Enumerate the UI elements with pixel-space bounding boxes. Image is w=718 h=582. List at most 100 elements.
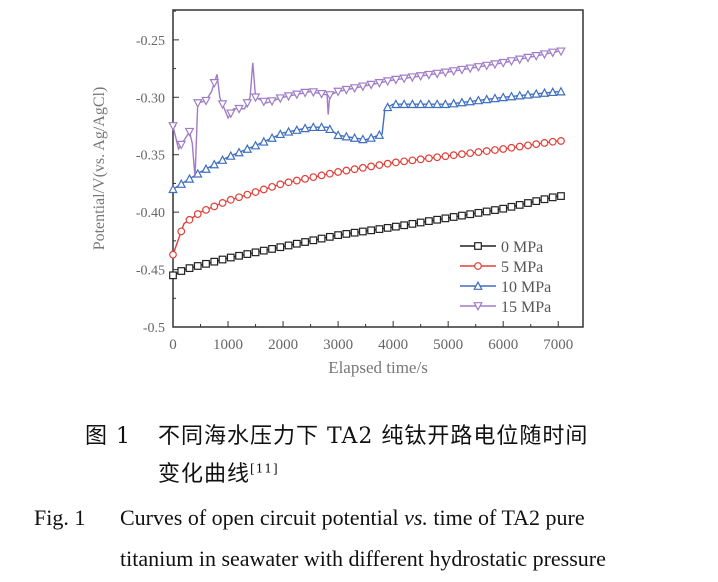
- series-10-mpa-point: [490, 93, 500, 103]
- series-0-mpa-point: [325, 232, 334, 241]
- series-15-mpa-point: [514, 55, 525, 65]
- x-tick-label: 0: [169, 337, 177, 353]
- series-5-mpa-point: [342, 166, 351, 175]
- series-0-mpa-point: [210, 257, 219, 266]
- x-tick-label: 4000: [378, 337, 408, 353]
- series-15-mpa-line: [172, 50, 559, 178]
- series-5-mpa-point: [400, 157, 409, 166]
- legend-marker: [473, 280, 483, 290]
- series-5-mpa-point: [515, 142, 524, 151]
- series-15-mpa-point: [531, 52, 542, 62]
- series-15-mpa-point: [556, 47, 566, 57]
- series-5-mpa-point: [350, 165, 359, 174]
- series-0-mpa-point: [367, 226, 376, 235]
- series-0-mpa-point: [268, 244, 276, 253]
- series-15-mpa-point: [308, 88, 319, 98]
- x-tick-label: 5000: [433, 337, 463, 353]
- series-10-mpa-point: [325, 124, 335, 134]
- series-5-mpa-point: [532, 140, 541, 149]
- legend-label: 0 MPa: [501, 239, 543, 256]
- series-10-mpa-point: [358, 134, 368, 144]
- series-0-mpa-point: [491, 206, 499, 214]
- y-tick-label: -0.5: [143, 321, 165, 336]
- x-tick-label: 1000: [213, 337, 243, 353]
- series-5-mpa-point: [243, 190, 252, 199]
- series-0-mpa-point: [334, 231, 343, 240]
- series-0-mpa-point: [408, 219, 417, 228]
- series-0-mpa-point: [301, 238, 309, 246]
- series-15-mpa-point: [275, 94, 286, 104]
- series-5-mpa-point: [317, 171, 326, 180]
- series-5-mpa-point: [251, 188, 260, 196]
- series-0-mpa-point: [557, 192, 565, 200]
- series-5-mpa-point: [524, 141, 532, 150]
- series-5-mpa-point: [259, 185, 268, 194]
- series-10-mpa-point: [424, 99, 434, 109]
- series-10-mpa-point: [407, 99, 418, 109]
- series-5-mpa-point: [235, 193, 243, 202]
- series-5-mpa-point: [276, 180, 285, 189]
- series-10-mpa-point: [440, 99, 451, 109]
- legend-label: 15 MPa: [501, 299, 551, 316]
- series-10-mpa-point: [481, 94, 492, 104]
- series-0-mpa-point: [193, 262, 202, 270]
- series-0-mpa-point: [524, 199, 532, 207]
- series-5-mpa-point: [499, 145, 508, 153]
- series-15-mpa-point: [201, 96, 211, 106]
- series-10-mpa-point: [168, 184, 178, 194]
- caption-en-line1: Curves of open circuit potential vs. tim…: [120, 505, 585, 531]
- series-10-mpa-point: [292, 124, 302, 134]
- series-0-mpa-point: [202, 259, 210, 268]
- chart: 0 1000 2000 3000 4000 5000 6000 7000 -0.25 -0.30 -…: [91, 9, 584, 377]
- series-5-mpa-point: [226, 195, 235, 204]
- series-0-mpa-point: [425, 217, 433, 226]
- series-10-mpa-point: [267, 132, 277, 142]
- series-15-mpa-point: [217, 100, 228, 110]
- legend-label: 5 MPa: [501, 259, 543, 276]
- series-5-mpa-point: [358, 163, 367, 172]
- series-0-mpa-point: [466, 210, 475, 219]
- caption-cn-line1: 不同海水压力下 TA2 纯钛开路电位随时间: [158, 424, 589, 449]
- series-0-mpa-point: [350, 228, 359, 237]
- series-15-mpa-point: [490, 60, 500, 70]
- series-10-mpa-point: [523, 89, 533, 99]
- series-0-mpa-point: [218, 255, 227, 264]
- series-0-mpa-point: [507, 202, 516, 211]
- series-0-mpa-point: [548, 193, 557, 202]
- series-5-mpa-point: [507, 143, 516, 152]
- series-5-mpa-point: [218, 199, 227, 207]
- series-0-mpa-point: [177, 267, 186, 275]
- series-15-mpa-point: [225, 109, 236, 119]
- series-15-mpa-point: [523, 53, 533, 63]
- series-5-mpa-point: [391, 158, 400, 167]
- series-15-mpa-point: [333, 87, 343, 97]
- series-0-mpa-point: [540, 195, 549, 204]
- series-15-mpa-point: [374, 79, 385, 89]
- series-15-mpa-point: [465, 64, 475, 74]
- plot-frame: [172, 9, 584, 328]
- series-15-mpa-point: [259, 97, 269, 107]
- series-0-mpa-point: [317, 234, 326, 243]
- series-5-mpa-point: [458, 150, 466, 159]
- legend-marker: [474, 242, 482, 250]
- series-10-mpa-point: [316, 122, 327, 132]
- caption-cn-label: 图 1: [85, 424, 131, 449]
- series-0-mpa-point: [235, 251, 243, 260]
- series-5-mpa-point: [202, 205, 210, 214]
- series-15-mpa-point: [176, 140, 187, 150]
- series-5-mpa-point: [292, 176, 301, 185]
- series-10-mpa-point: [234, 147, 244, 157]
- series-10-mpa-point: [473, 95, 484, 105]
- series-10-mpa-point: [283, 126, 294, 136]
- caption-cn-line2-text: 变化曲线: [158, 462, 251, 487]
- series-15-mpa-point: [325, 91, 335, 101]
- series-5-mpa-point: [449, 151, 458, 160]
- caption-en-text-a: Curves of open circuit potential: [120, 505, 405, 530]
- series-0-mpa-point: [251, 248, 260, 257]
- series-0-mpa-point: [243, 250, 252, 258]
- series-0-mpa-point: [482, 207, 491, 216]
- series-10-mpa-point: [184, 173, 195, 183]
- series-10-mpa-point: [465, 96, 475, 106]
- series-15-mpa-point: [341, 85, 352, 95]
- series-15-mpa-point: [547, 48, 558, 58]
